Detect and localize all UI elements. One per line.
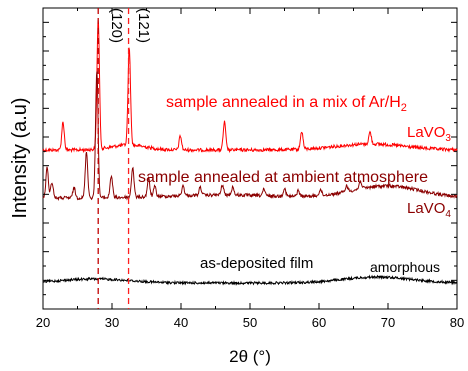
annotation-lavo3: LaVO3	[407, 124, 451, 144]
x-tick-label-70: 70	[381, 315, 395, 330]
annotation-lavo4: LaVO4	[407, 200, 451, 220]
series-line-1	[42, 71, 458, 202]
x-axis-ticks: 20 30 40 50 60 70 80	[36, 8, 464, 330]
y-axis-label: Intensity (a.u)	[9, 97, 31, 218]
y-axis-ticks	[43, 7, 457, 310]
x-tick-label-50: 50	[243, 315, 257, 330]
x-axis-label: 2θ (°)	[229, 347, 271, 366]
annotation-amorphous: amorphous	[370, 259, 440, 275]
plot-area: 20 30 40 50 60 70 80	[36, 7, 464, 330]
annotation-ambient: sample annealed at ambient atmosphere	[138, 169, 428, 186]
annotation-as-deposited: as-deposited film	[200, 255, 313, 272]
series-line-2	[42, 274, 458, 286]
x-tick-label-40: 40	[174, 315, 188, 330]
x-tick-label-20: 20	[36, 315, 50, 330]
series-line-0	[42, 19, 458, 154]
label-120: (120)	[108, 8, 125, 43]
annotation-ar-h2: sample annealed in a mix of Ar/H2	[166, 94, 407, 114]
x-tick-label-30: 30	[105, 315, 119, 330]
series-layer	[42, 19, 458, 286]
reference-lines	[97, 8, 130, 309]
x-tick-label-60: 60	[312, 315, 326, 330]
label-121: (121)	[135, 8, 152, 43]
x-tick-label-80: 80	[450, 315, 464, 330]
